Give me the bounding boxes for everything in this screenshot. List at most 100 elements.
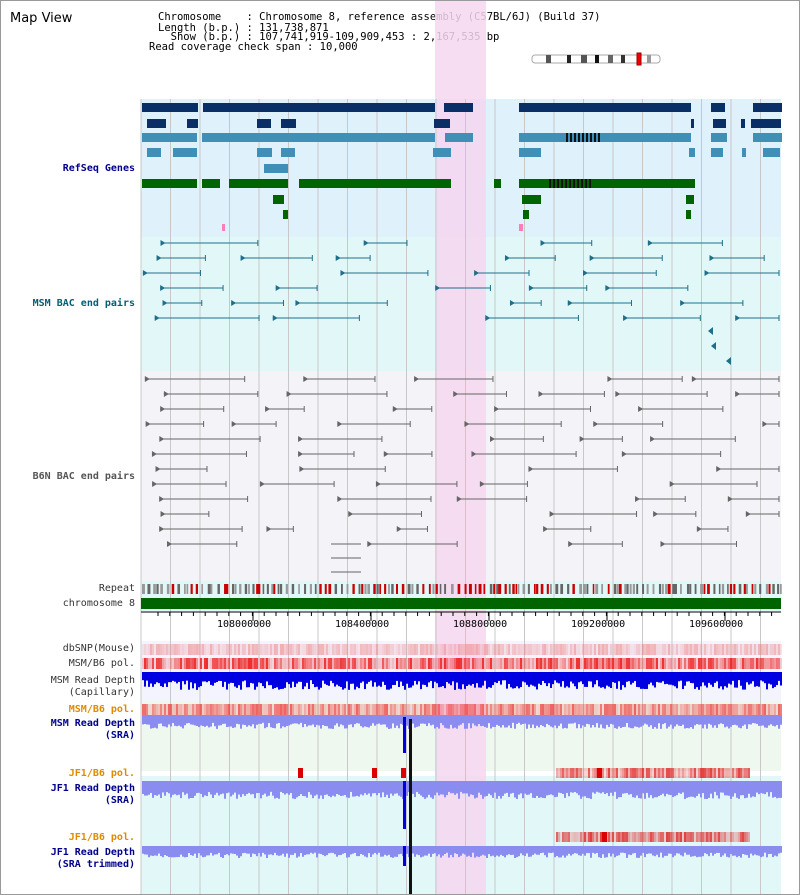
heat-cell	[586, 644, 588, 655]
depth-bar	[718, 846, 720, 853]
heat-cell	[712, 768, 714, 778]
depth-bar	[630, 672, 632, 685]
depth-bar	[672, 846, 674, 858]
depth-bar	[516, 715, 518, 724]
heat-cell	[724, 768, 726, 778]
depth-bar	[690, 781, 692, 797]
depth-bar	[756, 781, 758, 793]
read-depth-tracks[interactable]	[142, 672, 782, 858]
depth-bar	[758, 672, 760, 687]
depth-bar	[400, 672, 402, 682]
repeat-mark	[665, 584, 668, 594]
heat-cell	[468, 658, 470, 669]
chromosome-bar[interactable]	[141, 598, 781, 609]
depth-bar	[692, 715, 694, 729]
heat-cell	[380, 704, 382, 715]
repeat-mark	[153, 584, 156, 594]
depth-bar	[460, 715, 462, 725]
heat-cell	[686, 768, 688, 778]
depth-bar	[358, 846, 360, 857]
depth-bar	[534, 715, 536, 729]
heat-cell	[196, 658, 198, 669]
heat-cell	[660, 768, 662, 778]
depth-bar	[298, 846, 300, 857]
heat-cell	[444, 644, 446, 655]
repeat-mark	[439, 584, 442, 594]
heat-cell	[674, 658, 676, 669]
heat-cell	[274, 644, 276, 655]
heat-cell	[360, 644, 362, 655]
heat-cell	[532, 658, 534, 669]
depth-bar	[602, 781, 604, 793]
depth-bar	[294, 672, 296, 687]
repeat-mark	[582, 584, 586, 594]
heat-cell	[768, 658, 770, 669]
depth-bar	[340, 672, 342, 687]
heat-cell	[644, 704, 646, 715]
heat-cell	[332, 704, 334, 715]
chromosome-ideogram[interactable]	[531, 52, 661, 66]
depth-bar	[280, 846, 282, 856]
depth-bar	[200, 781, 202, 794]
refseq-genes-track[interactable]	[142, 103, 782, 231]
msm-bac-track[interactable]	[142, 240, 780, 365]
depth-bar	[282, 715, 284, 727]
heat-cell	[550, 658, 552, 669]
label-jf1-depth-trim-2: (SRA trimmed)	[56, 859, 135, 870]
depth-bar	[582, 846, 584, 854]
heat-cell	[406, 644, 408, 655]
exon-mark	[582, 133, 584, 142]
heat-cell	[402, 704, 404, 715]
b6n-bac-track[interactable]	[144, 376, 780, 573]
heat-cell	[450, 644, 452, 655]
depth-bar	[604, 846, 606, 858]
depth-bar	[530, 846, 532, 857]
depth-bar	[746, 781, 748, 798]
depth-bar	[638, 715, 640, 728]
heat-cell	[454, 704, 456, 715]
heat-cell	[720, 832, 722, 842]
heat-cell	[772, 704, 774, 715]
depth-bar	[452, 781, 454, 794]
depth-bar	[304, 672, 306, 687]
depth-bar	[472, 846, 474, 853]
repeat-mark	[271, 584, 275, 594]
depth-bar	[560, 715, 562, 724]
depth-bar	[686, 715, 688, 729]
heat-cell	[202, 644, 204, 655]
depth-bar	[716, 715, 718, 728]
repeat-mark	[579, 584, 583, 594]
depth-bar	[570, 781, 572, 793]
repeat-track[interactable]	[142, 584, 782, 594]
heat-cell	[318, 644, 320, 655]
heat-cell	[506, 658, 508, 669]
bac-end	[579, 436, 585, 442]
depth-bar	[622, 715, 624, 727]
heat-cell	[602, 832, 607, 842]
bac-end	[375, 481, 381, 487]
depth-bar	[396, 715, 398, 726]
polymorphism-tracks[interactable]	[142, 644, 782, 842]
heat-cell	[628, 658, 630, 669]
heat-cell	[622, 658, 624, 669]
heat-cell	[558, 644, 560, 655]
depth-bar	[734, 781, 736, 794]
depth-bar	[572, 715, 574, 724]
depth-bar	[246, 846, 248, 854]
repeat-mark	[388, 584, 390, 594]
depth-bar	[142, 715, 144, 725]
depth-bar	[334, 781, 336, 797]
depth-bar	[230, 781, 232, 797]
depth-bar	[338, 672, 340, 687]
heat-cell	[736, 832, 738, 842]
heat-cell	[152, 704, 154, 715]
heat-cell	[290, 704, 292, 715]
heat-cell	[340, 658, 342, 669]
depth-bar	[376, 672, 378, 687]
depth-bar	[770, 781, 772, 793]
heat-cell	[384, 658, 386, 669]
heat-cell	[644, 768, 646, 778]
depth-bar	[166, 846, 168, 856]
heat-cell	[662, 704, 664, 715]
